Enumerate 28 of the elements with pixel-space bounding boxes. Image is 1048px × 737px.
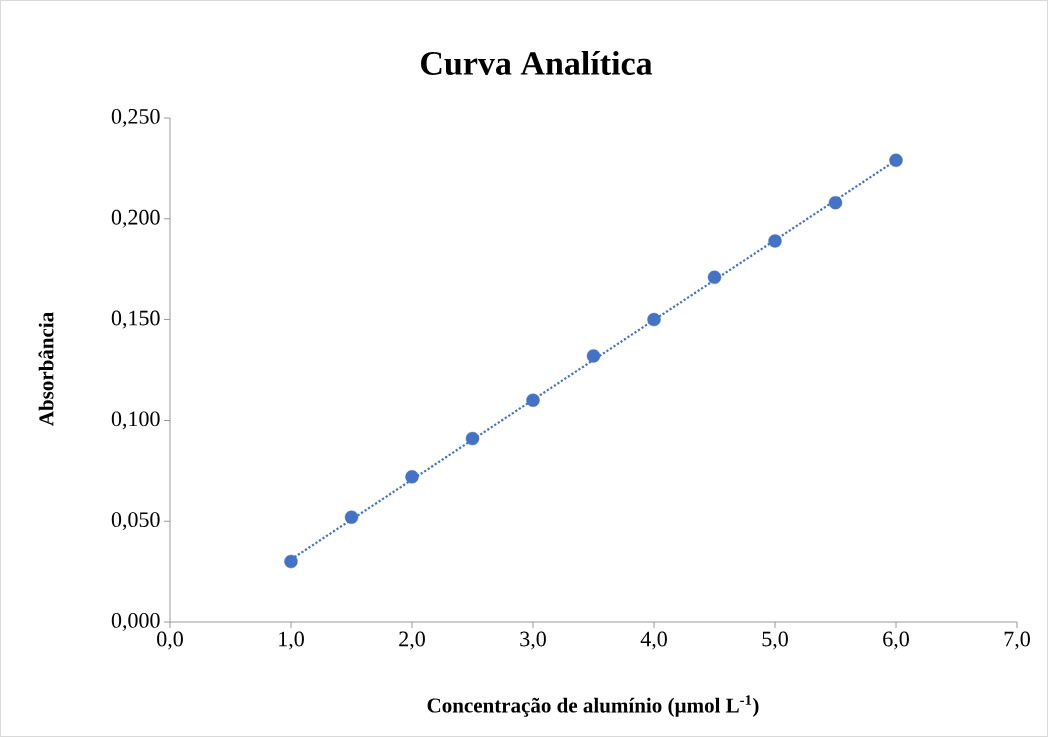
point (526, 393, 540, 407)
x-tick-label: 4,0 (640, 631, 667, 650)
point (344, 510, 359, 524)
y-tick-label: 0,250 (111, 108, 160, 128)
point (828, 195, 843, 210)
point (284, 554, 298, 569)
y-tick-label: 0,050 (111, 512, 160, 531)
x-tick-label: 1,0 (279, 631, 304, 650)
point (465, 431, 480, 446)
x-tick-label: 0,0 (157, 631, 183, 650)
x-tick-label: 7,0 (1004, 631, 1030, 650)
y-axis-title: Absorbância (38, 312, 54, 426)
point (707, 270, 722, 284)
point (889, 153, 903, 168)
x-tick-label: 2,0 (399, 631, 425, 650)
point (405, 470, 419, 484)
point (647, 312, 661, 327)
point (768, 234, 782, 248)
x-tick-label: 3,0 (520, 631, 546, 650)
y-tick-label: 0,200 (111, 209, 160, 228)
y-tick-label: 0,000 (111, 612, 160, 632)
y-tick-label: 0,100 (111, 411, 160, 430)
chart-title: Curva Analítica (421, 50, 653, 76)
x-axis-title: Concentração de alumínio (µmol L$^{-1}$) (427, 695, 759, 717)
x-tick-label: 5,0 (762, 631, 788, 650)
point (586, 349, 601, 363)
x-tick-label: 6,0 (883, 631, 909, 650)
y-tick-label: 0,150 (111, 310, 160, 329)
